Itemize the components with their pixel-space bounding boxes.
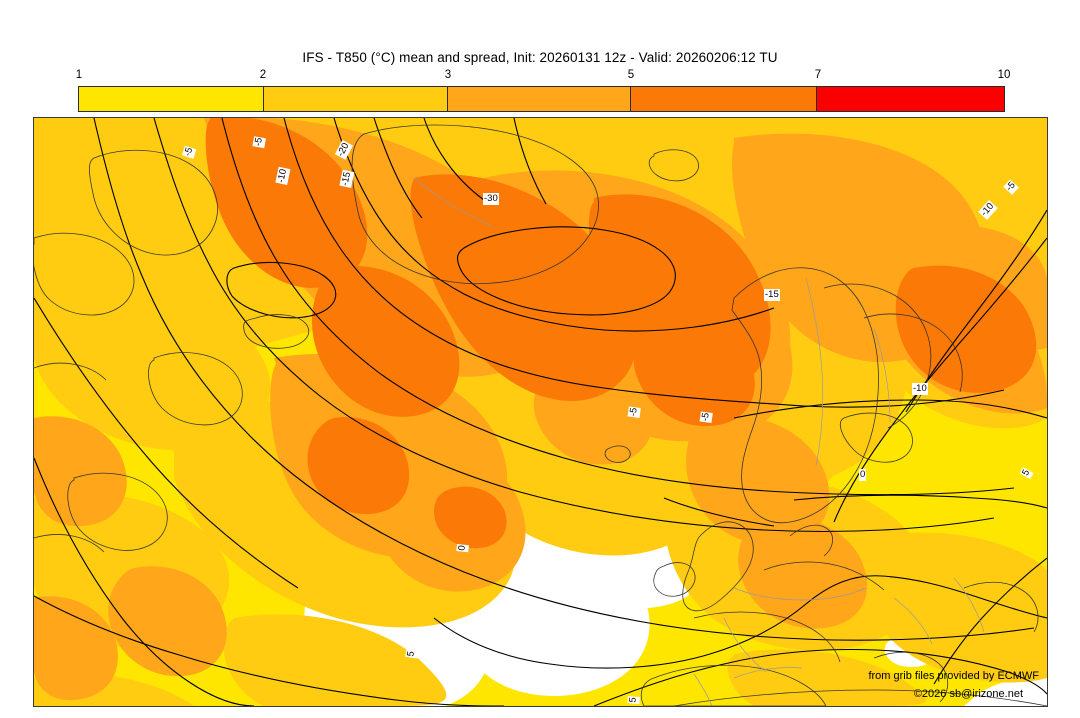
colorbar-tick-7: 7: [814, 69, 822, 81]
colorbar-tick-3: 3: [444, 69, 452, 81]
attribution-copyright: ©2026 sb@irizone.net: [913, 688, 1023, 700]
colorbar-segment-1-2: [79, 87, 264, 111]
map-canvas: -5 -5 -10 -15 -20 -30 -15 -10 -10 -5 -5 …: [33, 117, 1048, 707]
colorbar: [78, 86, 1005, 112]
page-title: IFS - T850 (°C) mean and spread, Init: 2…: [302, 50, 778, 65]
contour-label: -30: [483, 193, 499, 205]
contour-label: -5: [252, 135, 267, 149]
colorbar-tick-2: 2: [259, 69, 267, 81]
country-borders: [413, 177, 985, 706]
colorbar-segment-5-7: [630, 87, 818, 111]
contour-label: -5: [627, 405, 641, 419]
coastlines: [34, 124, 1047, 706]
contour-label: 5: [405, 649, 419, 659]
map-svg: [34, 118, 1047, 706]
colorbar-container: 1 2 3 5 7 10: [76, 69, 1010, 112]
colorbar-tick-labels: 1 2 3 5 7 10: [75, 68, 1011, 84]
colorbar-segment-2-3: [263, 87, 449, 111]
colorbar-tick-1: 1: [75, 69, 83, 81]
contour-label: -10: [912, 383, 928, 395]
contour-label: -5: [699, 410, 713, 424]
contour-label: -15: [764, 289, 780, 301]
colorbar-tick-10: 10: [997, 69, 1011, 81]
contour-label: 0: [456, 543, 469, 553]
contour-lines: [34, 118, 1047, 706]
colorbar-segment-3-5: [448, 87, 631, 111]
colorbar-segment-7-10: [817, 87, 1004, 111]
contour-label: 0: [859, 469, 867, 481]
colorbar-tick-5: 5: [627, 69, 635, 81]
contour-label: 5: [627, 695, 640, 705]
attribution-source: from grib files provided by ECMWF: [868, 670, 1039, 682]
spread-band-5-7: [205, 118, 1037, 549]
